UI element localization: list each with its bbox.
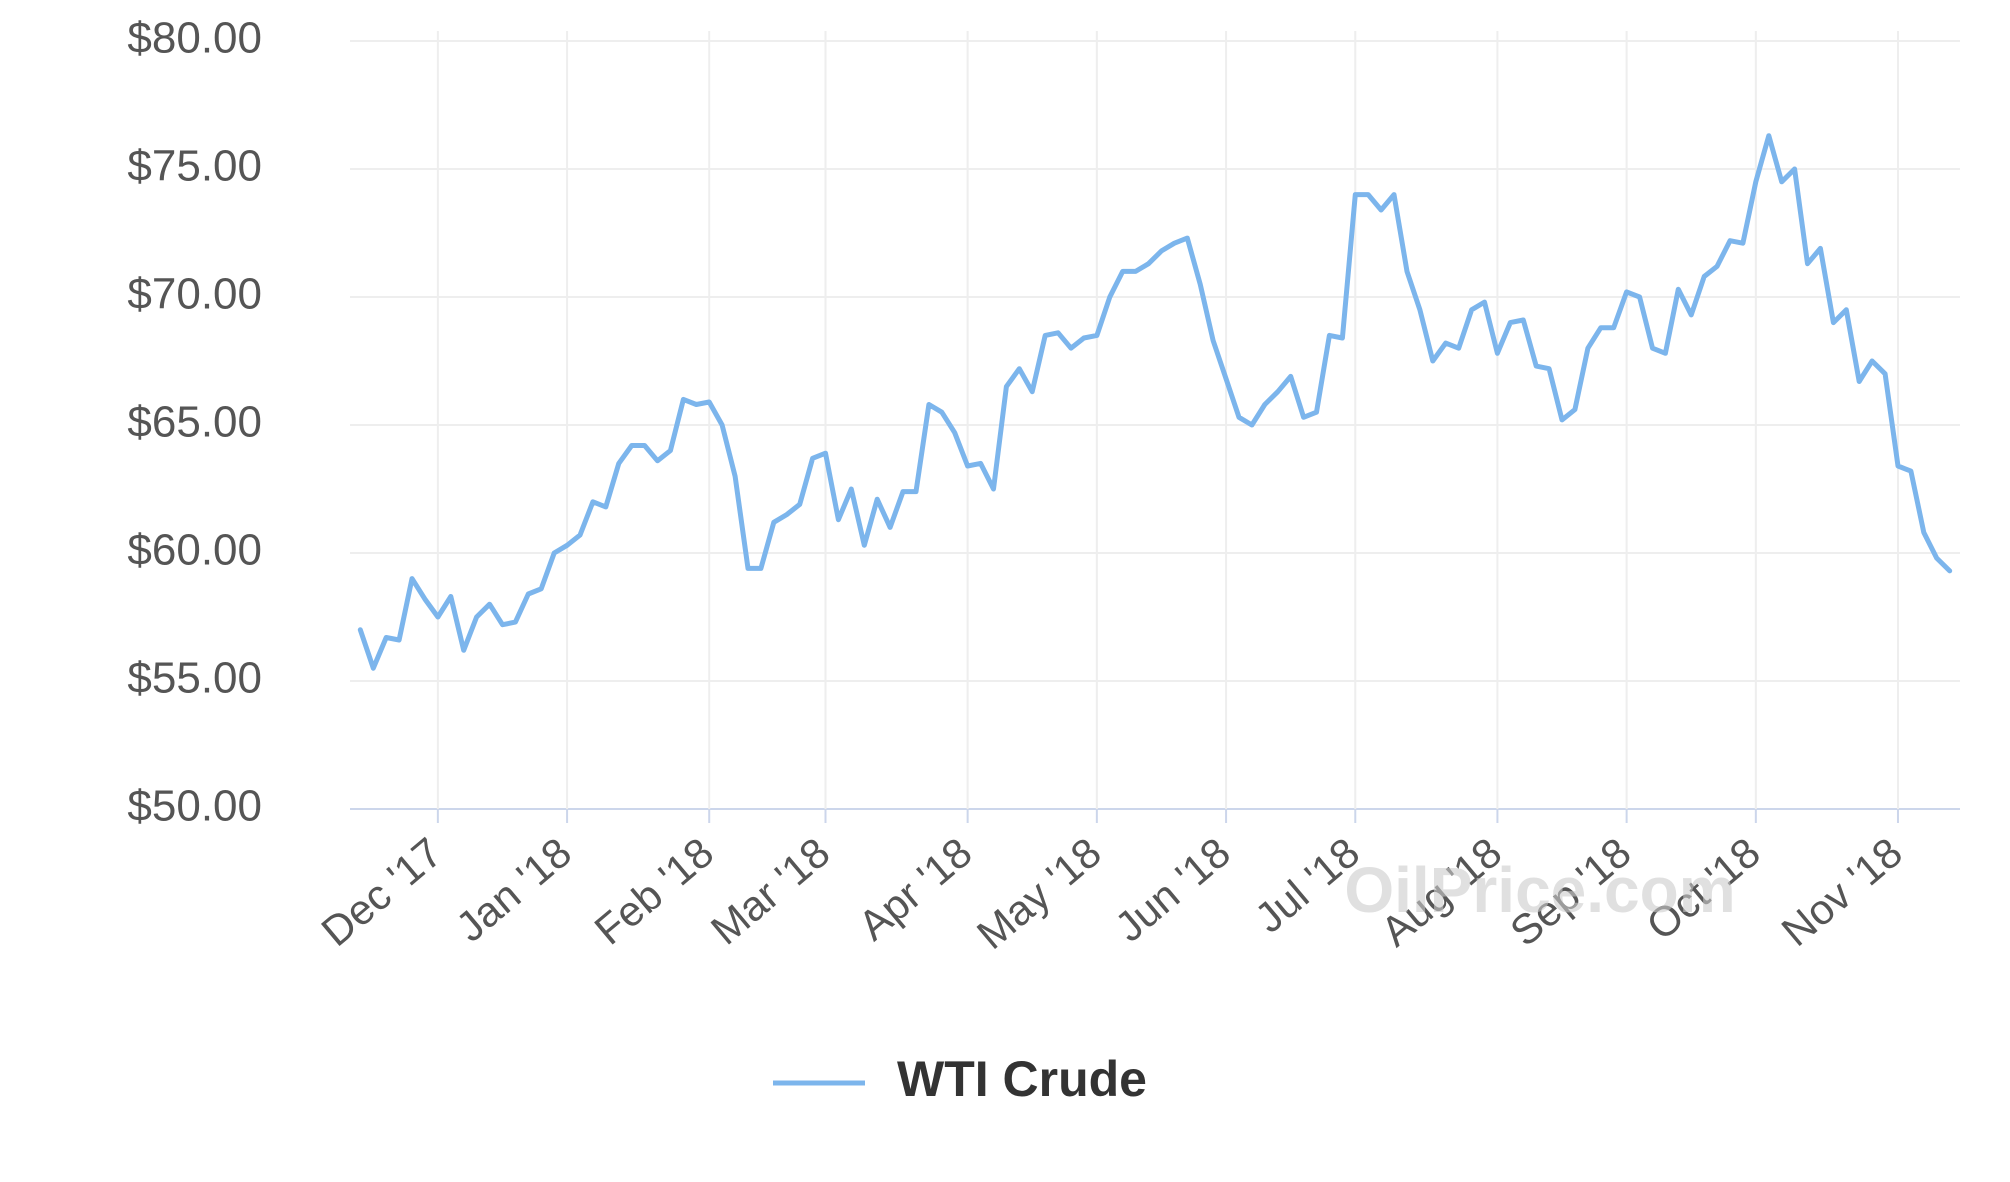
- legend-label: WTI Crude: [897, 1051, 1147, 1107]
- y-tick-label: $50.00: [127, 782, 262, 831]
- y-tick-label: $70.00: [127, 270, 262, 319]
- watermark: OilPrice.com: [1344, 854, 1735, 926]
- x-tick-label: Jun '18: [1106, 828, 1239, 950]
- x-tick-label: Jan '18: [447, 828, 580, 950]
- x-tick-label: Feb '18: [586, 828, 723, 953]
- y-tick-label: $80.00: [127, 14, 262, 63]
- x-tick-label: Dec '17: [312, 828, 450, 955]
- y-tick-label: $55.00: [127, 654, 262, 703]
- x-tick-label: May '18: [968, 828, 1110, 958]
- x-tick-label: Nov '18: [1773, 828, 1911, 955]
- y-tick-label: $65.00: [127, 398, 262, 447]
- y-tick-label: $75.00: [127, 142, 262, 191]
- x-tick-label: Mar '18: [702, 828, 838, 953]
- y-tick-label: $60.00: [127, 526, 262, 575]
- series-line: [357, 133, 1953, 671]
- x-tick-label: Apr '18: [849, 828, 980, 949]
